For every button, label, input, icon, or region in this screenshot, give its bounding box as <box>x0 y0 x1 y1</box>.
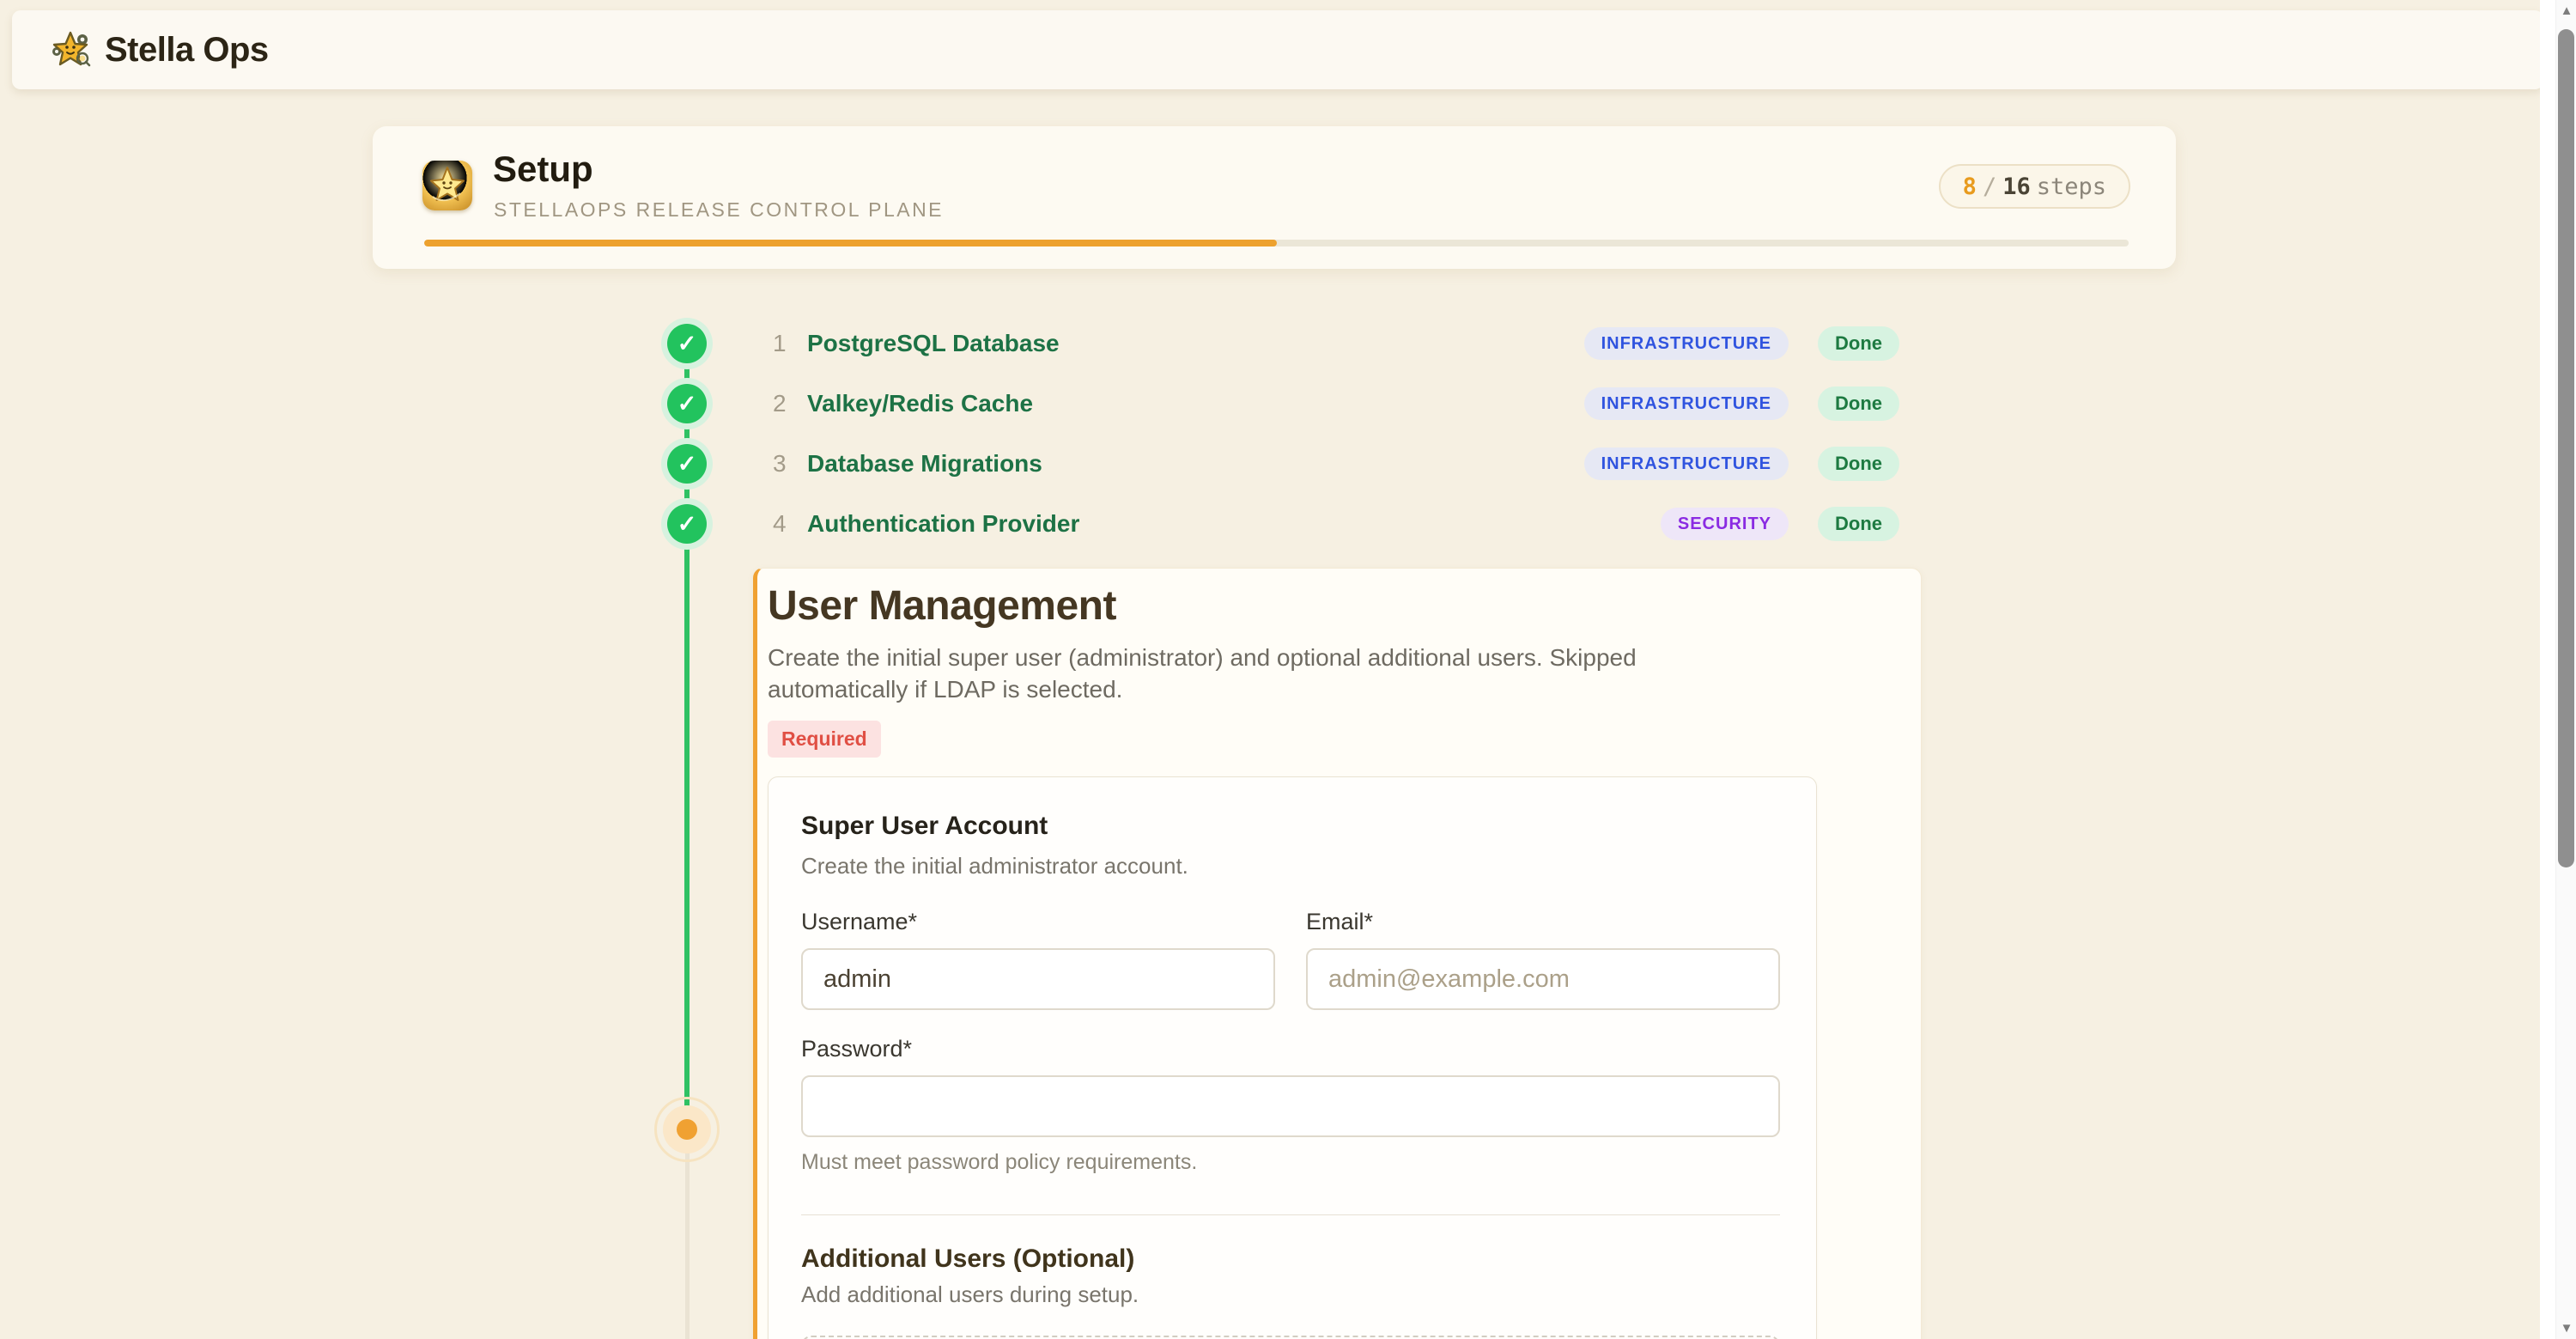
username-label: Username* <box>801 909 918 935</box>
password-input[interactable] <box>801 1075 1780 1138</box>
add-another-user-button[interactable]: + Add Another User <box>801 1336 1780 1339</box>
stellaops-logo-icon <box>50 29 91 70</box>
steps-done-count: 8 <box>1962 173 1977 200</box>
scroll-up-icon[interactable]: ▲ <box>2560 3 2573 18</box>
step-status-badge: Done <box>1818 447 1899 481</box>
super-user-subtitle: Create the initial administrator account… <box>801 853 1188 879</box>
step-category-badge: SECURITY <box>1660 508 1789 540</box>
step-number: 1 <box>773 330 787 356</box>
section-divider <box>801 1214 1780 1216</box>
step-status-badge: Done <box>1818 326 1899 361</box>
step-name-link[interactable]: Database Migrations <box>807 450 1042 477</box>
vertical-scrollbar[interactable]: ▲ ▼ <box>2555 0 2576 1339</box>
step-name-link[interactable]: PostgreSQL Database <box>807 330 1060 356</box>
email-input[interactable] <box>1306 948 1780 1011</box>
current-step-ring <box>654 1097 720 1162</box>
steps-suffix: steps <box>2036 173 2106 200</box>
step-number: 2 <box>773 390 787 417</box>
setup-subtitle: STELLAOPS RELEASE CONTROL PLANE <box>494 198 945 221</box>
progress-fill <box>424 240 1277 246</box>
additional-users-subtitle: Add additional users during setup. <box>801 1281 1139 1308</box>
step-number: 3 <box>773 450 787 477</box>
username-field-group: Username* <box>801 909 1275 1011</box>
step-check-icon: ✓ <box>667 384 707 423</box>
timeline-line-upcoming <box>685 1129 690 1339</box>
step-row[interactable]: 2 Valkey/Redis Cache INFRASTRUCTURE Done <box>773 374 1899 434</box>
email-field-group: Email* <box>1306 909 1780 1011</box>
setup-card: Setup STELLAOPS RELEASE CONTROL PLANE 8 … <box>373 126 2176 269</box>
step-number: 4 <box>773 510 787 537</box>
scroll-down-icon[interactable]: ▼ <box>2560 1321 2573 1336</box>
step-category-badge: INFRASTRUCTURE <box>1583 327 1789 360</box>
scrollbar-thumb[interactable] <box>2558 29 2574 867</box>
password-help-text: Must meet password policy requirements. <box>801 1150 1198 1175</box>
user-management-title: User Management <box>768 583 1116 629</box>
step-row[interactable]: 4 Authentication Provider SECURITY Done <box>773 494 1899 554</box>
setup-progress-bar <box>424 240 2129 246</box>
steps-counter-badge: 8 / 16 steps <box>1938 164 2130 209</box>
super-user-card: Super User Account Create the initial ad… <box>768 776 1817 1339</box>
app-header: Stella Ops <box>12 10 2543 89</box>
step-name-link[interactable]: Valkey/Redis Cache <box>807 390 1034 417</box>
password-label: Password* <box>801 1036 913 1062</box>
username-input[interactable] <box>801 948 1275 1011</box>
step-check-icon: ✓ <box>667 444 707 484</box>
current-step-dot-icon <box>677 1119 697 1140</box>
step-category-badge: INFRASTRUCTURE <box>1583 447 1789 480</box>
step-name-link[interactable]: Authentication Provider <box>807 510 1080 537</box>
step-status-badge: Done <box>1818 386 1899 421</box>
steps-total-count: 16 <box>2002 173 2031 200</box>
additional-users-title: Additional Users (Optional) <box>801 1245 1135 1274</box>
step-status-badge: Done <box>1818 507 1899 541</box>
setup-logo-icon <box>422 161 472 210</box>
user-management-panel: User Management Create the initial super… <box>753 568 1922 1339</box>
step-row[interactable]: 3 Database Migrations INFRASTRUCTURE Don… <box>773 434 1899 494</box>
app-title: Stella Ops <box>105 30 269 69</box>
password-field-group: Password* Must meet password policy requ… <box>801 1036 1780 1175</box>
step-check-icon: ✓ <box>667 324 707 363</box>
right-gutter <box>2540 0 2555 1339</box>
super-user-title: Super User Account <box>801 812 1048 841</box>
setup-title: Setup <box>493 149 593 189</box>
user-management-description: Create the initial super user (administr… <box>768 644 1637 703</box>
step-category-badge: INFRASTRUCTURE <box>1583 387 1789 420</box>
timeline-line-done <box>684 344 690 1129</box>
required-badge: Required <box>768 721 881 758</box>
steps-separator: / <box>1982 173 1997 200</box>
step-check-icon: ✓ <box>667 504 707 544</box>
steps-list: 1 PostgreSQL Database INFRASTRUCTURE Don… <box>773 313 1899 554</box>
email-label: Email* <box>1306 909 1374 935</box>
step-row[interactable]: 1 PostgreSQL Database INFRASTRUCTURE Don… <box>773 313 1899 374</box>
